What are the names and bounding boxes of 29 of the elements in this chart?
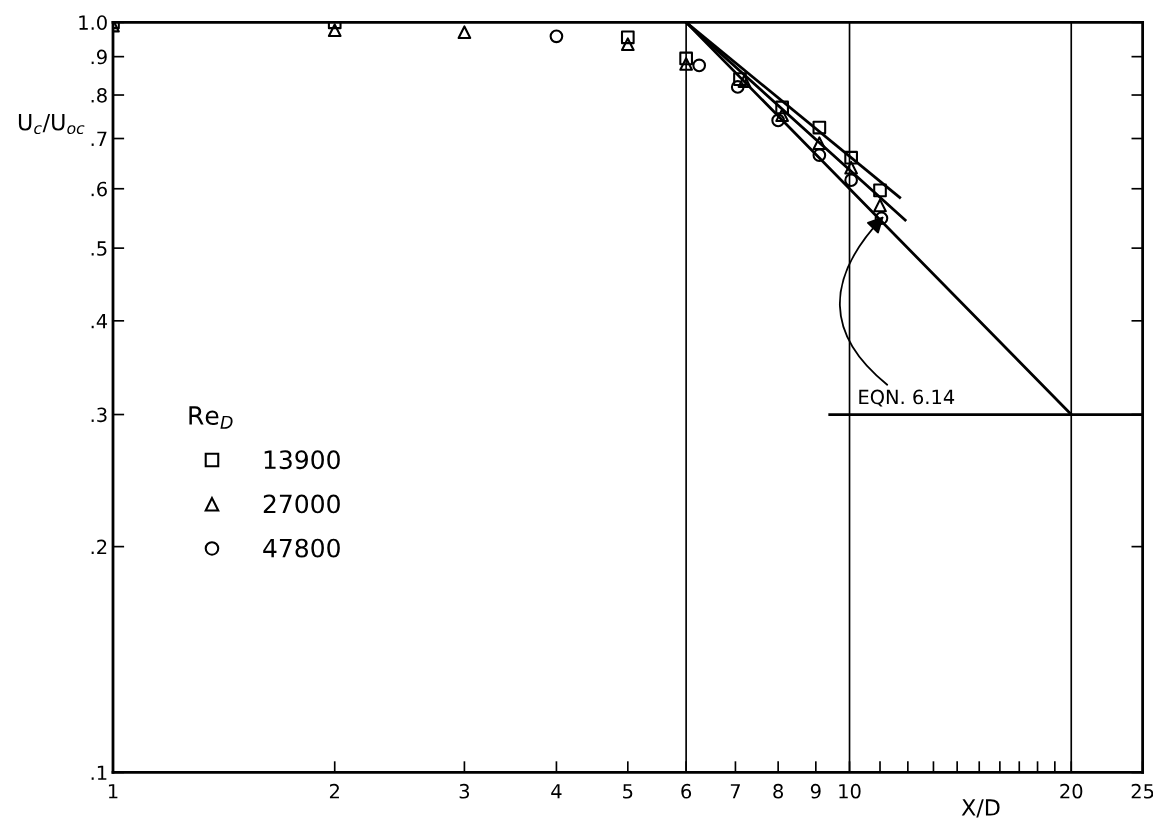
- y-tick-label: .4: [91, 314, 108, 329]
- legend-title: Re$_{D}$: [189, 406, 233, 429]
- x-tick-label: 2: [329, 783, 339, 799]
- y-tick-label: .5: [91, 241, 107, 256]
- y-axis-title: U$_{c}$/U$_{oc}$: [18, 114, 85, 135]
- y-tick-label: .2: [91, 539, 107, 555]
- x-axis-title: X/D: [961, 799, 1000, 818]
- y-tick-label: 1.0: [79, 15, 107, 30]
- legend-label: 13900: [264, 450, 340, 470]
- y-tick-label: .1: [91, 765, 107, 780]
- legend-label: 27000: [263, 494, 340, 514]
- x-tick-label: 7: [730, 784, 740, 799]
- y-tick-label: .8: [91, 87, 107, 103]
- x-tick-label: 10: [839, 783, 861, 799]
- x-tick-label: 20: [1060, 783, 1083, 799]
- x-tick-label: 1: [108, 784, 118, 799]
- y-tick-label: .6: [91, 181, 107, 197]
- y-tick-label: .9: [91, 49, 107, 65]
- y-tick-label: .7: [91, 131, 107, 146]
- annotation: EQN. 6.14: [859, 389, 955, 407]
- x-tick-label: 3: [459, 783, 470, 799]
- legend-label: 47800: [263, 538, 340, 558]
- x-tick-label: 8: [773, 783, 783, 799]
- x-tick-label: 9: [810, 783, 821, 799]
- x-tick-label: 25: [1131, 783, 1153, 799]
- x-tick-label: 6: [681, 783, 692, 799]
- x-tick-label: 5: [623, 784, 633, 799]
- y-tick-label: .3: [91, 407, 107, 423]
- x-tick-label: 4: [551, 784, 562, 799]
